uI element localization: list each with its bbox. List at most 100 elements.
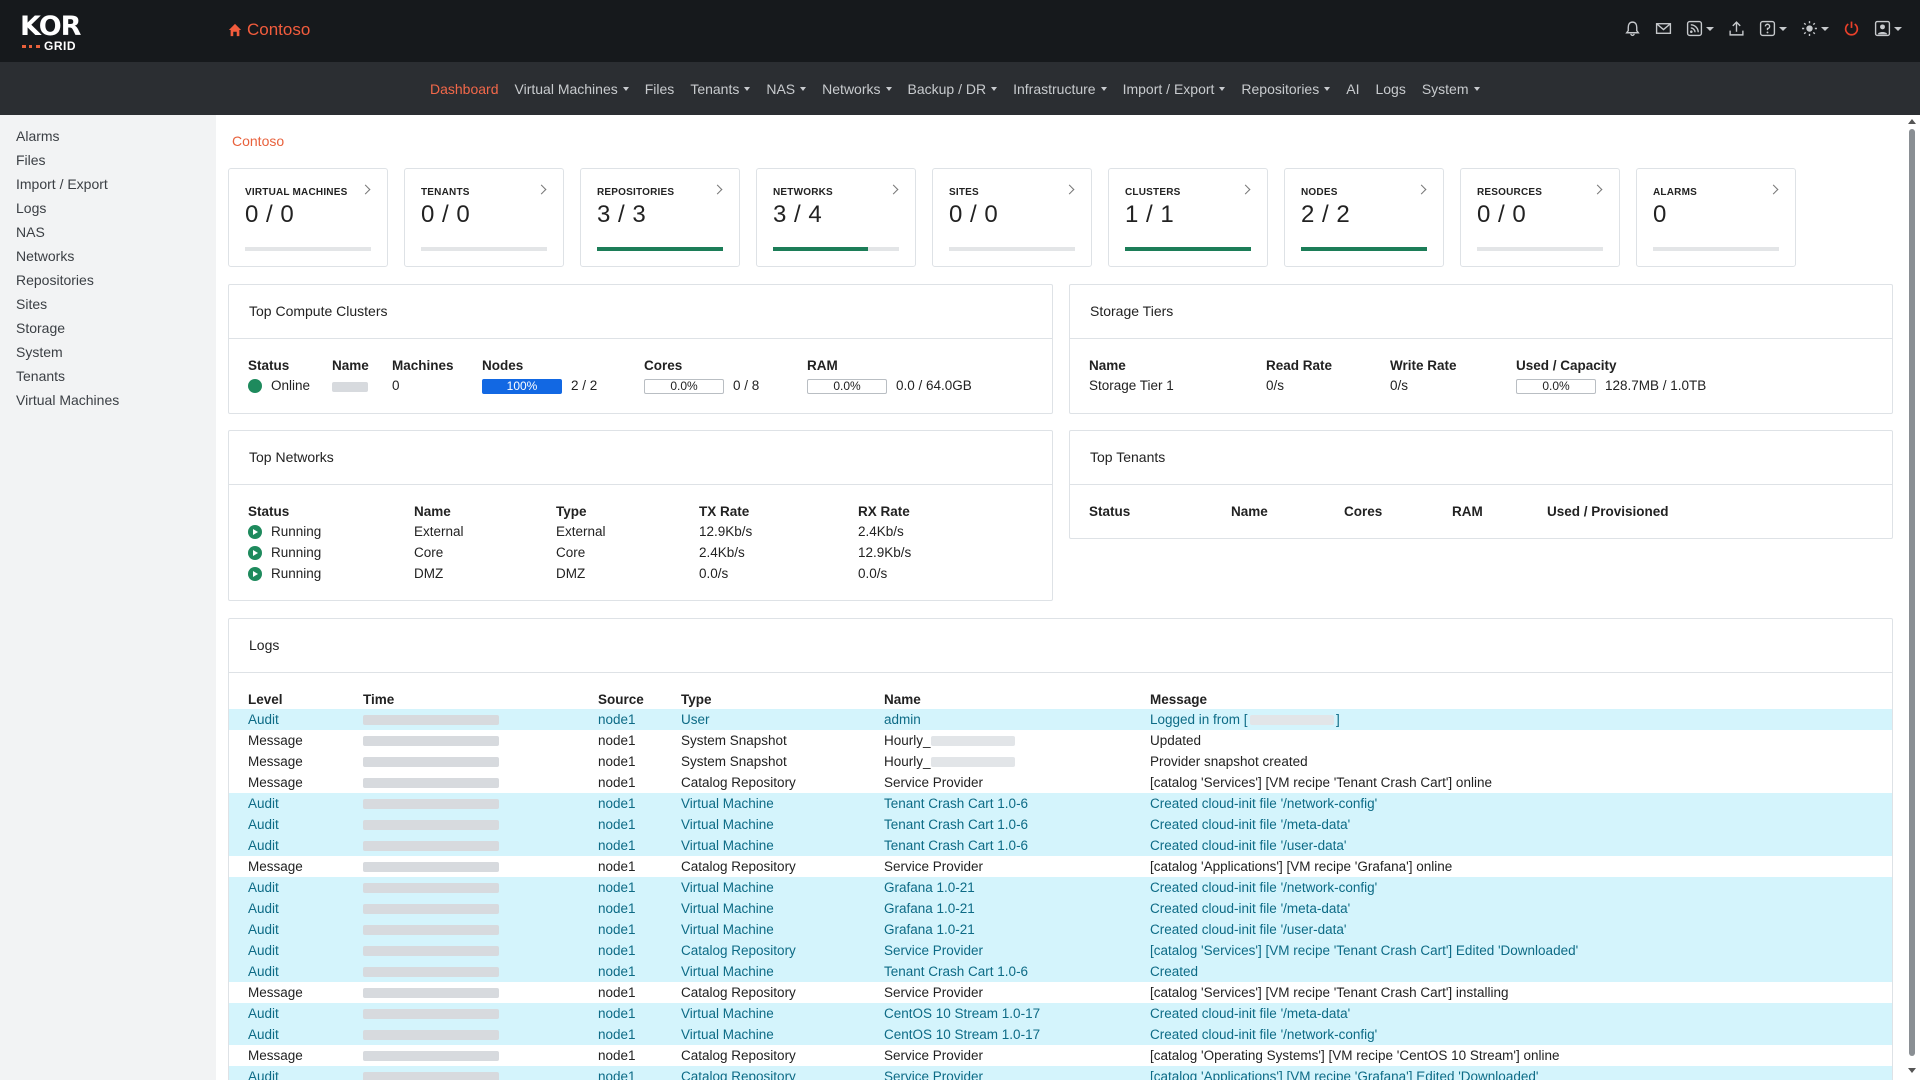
user-menu[interactable] (1874, 20, 1902, 37)
page-scrollbar[interactable] (1905, 115, 1920, 1080)
nav-item-networks[interactable]: Networks (822, 81, 892, 97)
column-header: Status (1089, 504, 1131, 519)
stat-progress-fill (1125, 247, 1251, 251)
stat-progress-fill (1301, 247, 1427, 251)
log-row[interactable]: Audit node1 Catalog Repository Service Prov… (229, 1066, 1892, 1080)
online-status-icon (248, 379, 262, 393)
column-header: RAM (1452, 504, 1483, 519)
sidebar-item-alarms[interactable]: Alarms (16, 128, 60, 144)
sidebar-item-sites[interactable]: Sites (16, 296, 48, 312)
nav-item-virtual-machines[interactable]: Virtual Machines (515, 81, 629, 97)
stat-value: 0 / 0 (1477, 201, 1527, 228)
scroll-thumb[interactable] (1909, 129, 1915, 1056)
chevron-down-icon (1894, 26, 1902, 31)
column-header: Type (681, 692, 712, 707)
breadcrumb[interactable]: Contoso (232, 133, 285, 149)
nav-item-ai[interactable]: AI (1346, 81, 1359, 97)
log-row[interactable]: Message node1 Catalog Repository Service Pr… (229, 1045, 1892, 1066)
log-type: Virtual Machine (681, 817, 774, 832)
scroll-up-arrow-icon[interactable] (1908, 119, 1916, 124)
log-message: Created cloud-init file '/meta-data' (1150, 1006, 1351, 1021)
log-level: Audit (248, 901, 279, 916)
stat-card-nodes[interactable]: NODES 2 / 2 (1284, 168, 1444, 267)
sidebar-item-import-export[interactable]: Import / Export (16, 176, 108, 192)
storage-tier-name[interactable]: Storage Tier 1 (1089, 378, 1174, 393)
messages-button[interactable] (1655, 20, 1672, 37)
log-source: node1 (598, 838, 636, 853)
stat-card-clusters[interactable]: CLUSTERS 1 / 1 (1108, 168, 1268, 267)
log-row[interactable]: Message node1 System Snapshot Hourly_ Update… (229, 730, 1892, 751)
log-name: Grafana 1.0-21 (884, 880, 975, 895)
stat-card-tenants[interactable]: TENANTS 0 / 0 (404, 168, 564, 267)
tenant-brand-link[interactable]: Contoso (228, 20, 310, 40)
nav-item-dashboard[interactable]: Dashboard (430, 81, 499, 97)
log-row[interactable]: Audit node1 Virtual Machine CentOS 10 Strea… (229, 1003, 1892, 1024)
nav-item-repositories[interactable]: Repositories (1241, 81, 1331, 97)
sidebar-item-repositories[interactable]: Repositories (16, 272, 94, 288)
feed-menu[interactable] (1686, 20, 1714, 37)
sidebar-item-system[interactable]: System (16, 344, 63, 360)
log-row[interactable]: Message node1 Catalog Repository Service Pr… (229, 856, 1892, 877)
upload-button[interactable] (1728, 20, 1745, 37)
redacted-log-name (931, 736, 1015, 746)
korgrid-logo[interactable]: KOR GRID (20, 13, 82, 53)
nav-item-label: Dashboard (430, 80, 499, 97)
stat-card-alarms[interactable]: ALARMS 0 (1636, 168, 1796, 267)
log-row[interactable]: Audit node1 User admin Logged in from [] (229, 709, 1892, 730)
cluster-nodes: 2 / 2 (571, 378, 598, 393)
scroll-down-arrow-icon[interactable] (1908, 1068, 1916, 1073)
column-header: Name (414, 504, 451, 519)
column-header: Name (884, 692, 921, 707)
log-row[interactable]: Audit node1 Virtual Machine CentOS 10 Strea… (229, 1024, 1892, 1045)
sidebar-item-tenants[interactable]: Tenants (16, 368, 66, 384)
stat-card-networks[interactable]: NETWORKS 3 / 4 (756, 168, 916, 267)
log-row[interactable]: Audit node1 Virtual Machine Grafana 1.0-21 C… (229, 919, 1892, 940)
stat-card-resources[interactable]: RESOURCES 0 / 0 (1460, 168, 1620, 267)
help-menu[interactable] (1759, 20, 1787, 37)
user-icon (1874, 20, 1891, 37)
cluster-machines: 0 (392, 378, 400, 393)
notifications-button[interactable] (1624, 20, 1641, 37)
log-row[interactable]: Message node1 Catalog Repository Service Pr… (229, 982, 1892, 1003)
log-row[interactable]: Audit node1 Virtual Machine Tenant Crash Ca… (229, 835, 1892, 856)
sidebar-item-networks[interactable]: Networks (16, 248, 75, 264)
log-level: Audit (248, 838, 279, 853)
log-row[interactable]: Audit node1 Virtual Machine Grafana 1.0-21 C… (229, 898, 1892, 919)
log-row[interactable]: Message node1 Catalog Repository Service Pr… (229, 772, 1892, 793)
stat-card-sites[interactable]: SITES 0 / 0 (932, 168, 1092, 267)
log-source: node1 (598, 775, 636, 790)
network-name[interactable]: DMZ (414, 566, 444, 581)
nav-item-infrastructure[interactable]: Infrastructure (1013, 81, 1107, 97)
sidebar-item-virtual-machines[interactable]: Virtual Machines (16, 392, 120, 408)
network-tx: 2.4Kb/s (699, 545, 745, 560)
log-row[interactable]: Audit node1 Virtual Machine Grafana 1.0-21 C… (229, 877, 1892, 898)
log-type: Catalog Repository (681, 775, 796, 790)
power-button[interactable] (1843, 20, 1860, 37)
log-message: Provider snapshot created (1150, 754, 1308, 769)
sidebar-item-logs[interactable]: Logs (16, 200, 47, 216)
nav-item-system[interactable]: System (1422, 81, 1480, 97)
sidebar-item-files[interactable]: Files (16, 152, 46, 168)
log-row[interactable]: Audit node1 Virtual Machine Tenant Crash Ca… (229, 793, 1892, 814)
nav-item-logs[interactable]: Logs (1375, 81, 1405, 97)
nav-item-tenants[interactable]: Tenants (690, 81, 751, 97)
log-row[interactable]: Audit node1 Catalog Repository Service Prov… (229, 940, 1892, 961)
log-level: Message (248, 859, 303, 874)
network-name[interactable]: External (414, 524, 464, 539)
stat-card-virtual-machines[interactable]: VIRTUAL MACHINES 0 / 0 (228, 168, 388, 267)
nav-item-import-export[interactable]: Import / Export (1123, 81, 1226, 97)
nav-item-files[interactable]: Files (645, 81, 675, 97)
log-row[interactable]: Audit node1 Virtual Machine Tenant Crash Ca… (229, 814, 1892, 835)
nav-item-nas[interactable]: NAS (766, 81, 807, 97)
sidebar-item-storage[interactable]: Storage (16, 320, 66, 336)
log-source: node1 (598, 985, 636, 1000)
stat-card-repositories[interactable]: REPOSITORIES 3 / 3 (580, 168, 740, 267)
log-row[interactable]: Message node1 System Snapshot Hourly_ Provid… (229, 751, 1892, 772)
sidebar-item-nas[interactable]: NAS (16, 224, 45, 240)
nav-item-backup-dr[interactable]: Backup / DR (908, 81, 998, 97)
redacted-cluster-name[interactable] (332, 382, 368, 392)
log-row[interactable]: Audit node1 Virtual Machine Tenant Crash Ca… (229, 961, 1892, 982)
column-header: Type (556, 504, 587, 519)
network-name[interactable]: Core (414, 545, 444, 560)
theme-menu[interactable] (1801, 20, 1829, 37)
